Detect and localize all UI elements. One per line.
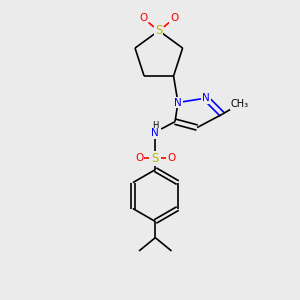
Text: N: N: [202, 93, 210, 103]
Text: N: N: [152, 128, 159, 138]
Text: N: N: [174, 98, 182, 107]
Text: O: O: [167, 154, 175, 164]
Text: S: S: [152, 152, 159, 165]
Text: O: O: [170, 14, 178, 23]
Text: S: S: [155, 24, 163, 37]
Text: CH₃: CH₃: [231, 99, 249, 109]
Text: O: O: [140, 14, 148, 23]
Text: H: H: [152, 121, 158, 130]
Text: O: O: [135, 154, 143, 164]
